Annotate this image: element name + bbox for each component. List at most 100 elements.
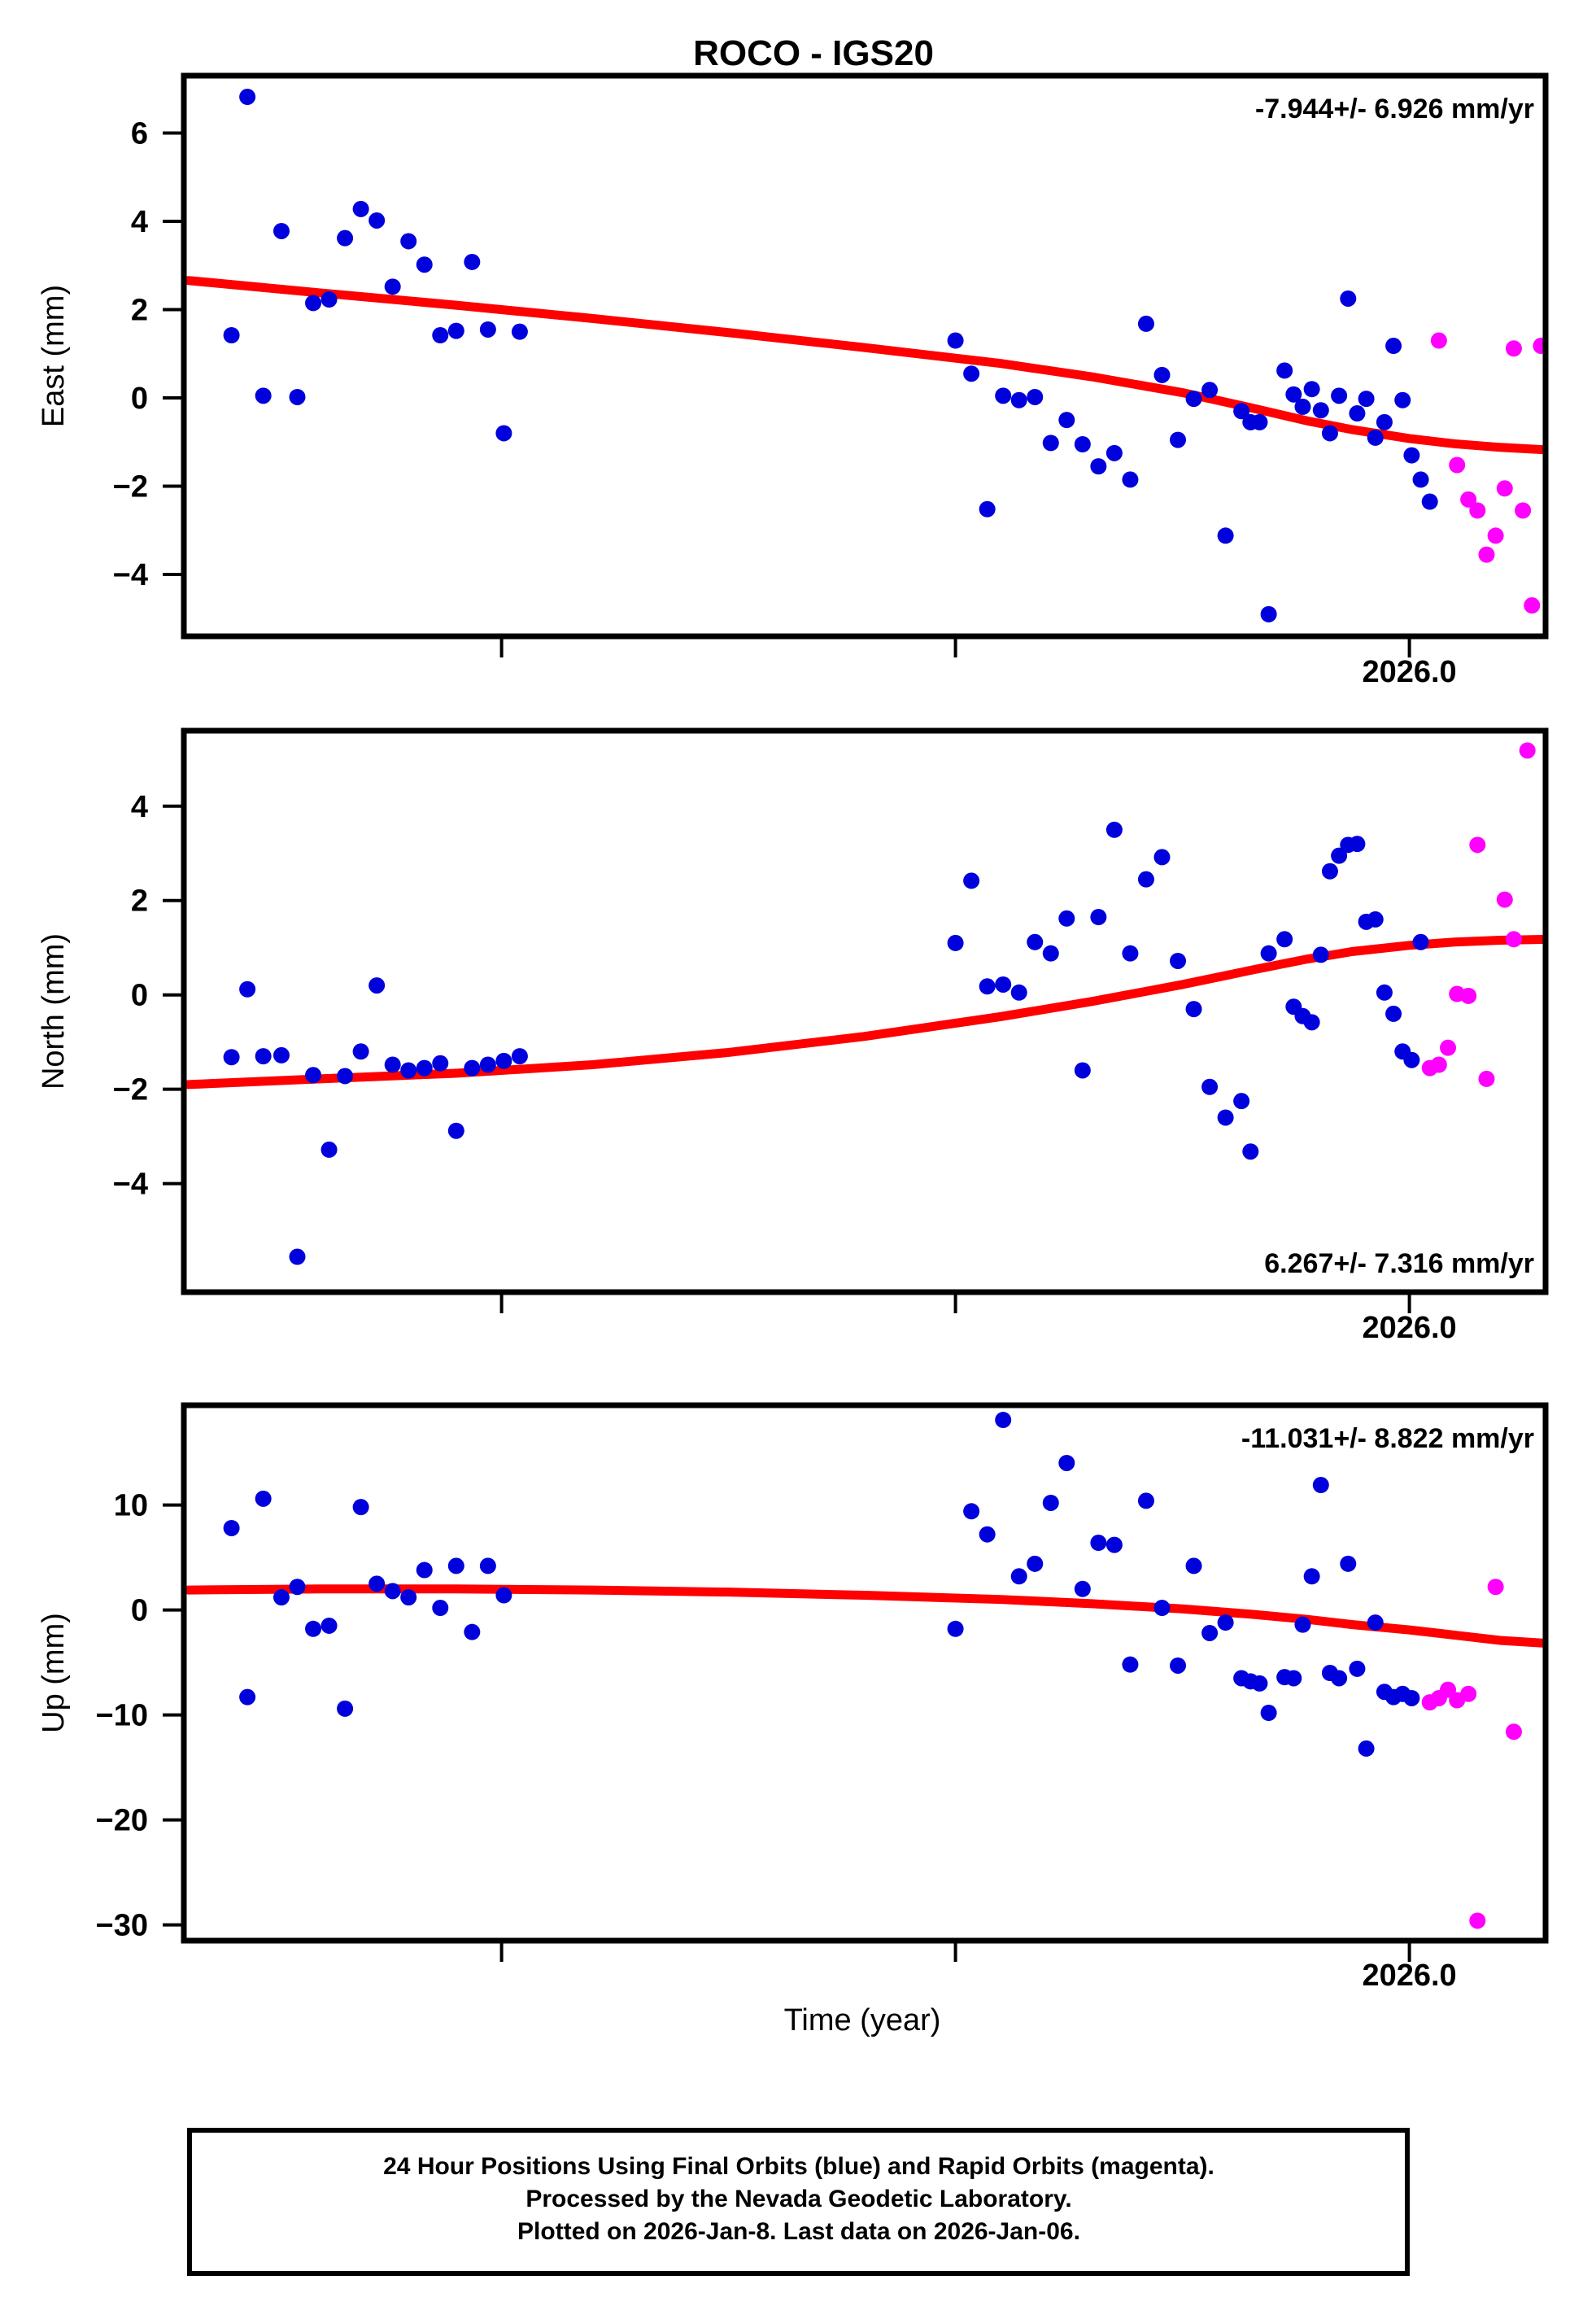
data-point [1090, 1535, 1107, 1552]
data-point [368, 1575, 386, 1592]
data-point [416, 1561, 433, 1579]
data-point [1122, 945, 1139, 962]
data-point [1496, 891, 1513, 908]
data-point [368, 977, 386, 994]
y-axis-label: East (mm) [37, 285, 71, 427]
data-point [1312, 1477, 1329, 1494]
data-point [947, 332, 964, 349]
data-point [1358, 1740, 1375, 1757]
data-point [1367, 911, 1384, 928]
data-series [223, 821, 1429, 1265]
data-point [1276, 931, 1293, 948]
data-point [1505, 1723, 1522, 1740]
panel-up: 10 0 −10 −20 −30 Up (mm) 2026.0 -11.031+/- 8.82… [37, 1402, 1549, 1993]
data-point [511, 1048, 528, 1065]
data-point [1260, 1705, 1277, 1722]
data-point [1303, 1568, 1320, 1585]
data-point [1105, 444, 1123, 461]
data-point [432, 1055, 449, 1072]
data-point [1349, 405, 1366, 422]
data-point [1027, 1555, 1044, 1572]
data-point [979, 1526, 996, 1543]
data-point [1449, 456, 1466, 474]
x-tick-label: 2026.0 [1362, 1959, 1456, 1993]
data-point [239, 1688, 256, 1705]
plot-frame [181, 72, 1549, 640]
data-point [495, 425, 512, 442]
data-point [1233, 1093, 1250, 1110]
data-point [1042, 435, 1059, 452]
data-point [1487, 1579, 1504, 1596]
data-point [1412, 471, 1429, 488]
data-point [384, 1583, 401, 1600]
data-point [384, 278, 401, 295]
data-point [963, 365, 980, 382]
y-tick-label: 2 [131, 294, 148, 328]
caption-line-3: Plotted on 2026-Jan-8. Last data on 2026… [517, 2218, 1080, 2245]
rate-annotation: -7.944+/- 6.926 mm/yr [1255, 94, 1534, 124]
plot-frame [181, 1402, 1549, 1944]
data-point [447, 1557, 464, 1574]
plot-content [186, 742, 1543, 1265]
data-point [1376, 984, 1393, 1001]
data-point [1217, 1614, 1234, 1631]
data-point [1233, 403, 1250, 420]
data-point [1478, 1070, 1495, 1087]
y-tick-label: −4 [113, 1168, 148, 1202]
data-point [255, 1490, 272, 1507]
data-point [352, 200, 369, 217]
data-point [1469, 836, 1486, 854]
data-point [273, 222, 290, 239]
data-point [289, 1248, 306, 1265]
data-point [1027, 388, 1044, 405]
data-point [1242, 1143, 1259, 1160]
data-point [1421, 493, 1438, 510]
data-point [1153, 849, 1171, 866]
data-point [947, 934, 964, 951]
data-point [464, 1059, 481, 1077]
data-point [1430, 332, 1447, 349]
data-point [305, 295, 322, 312]
data-point [1331, 847, 1348, 864]
data-point [416, 256, 433, 273]
data-point [223, 327, 240, 343]
data-point [963, 1503, 980, 1520]
data-point [447, 1122, 464, 1139]
data-series [1421, 1579, 1522, 1929]
data-point [1349, 836, 1366, 853]
trend-line [186, 1584, 1543, 1648]
data-point [1312, 402, 1329, 419]
data-point [1137, 1492, 1154, 1509]
data-point [1469, 1912, 1486, 1929]
data-point [1201, 382, 1219, 399]
caption-box: 24 Hour Positions Using Final Orbits (bl… [187, 2128, 1410, 2276]
data-point [1294, 1616, 1311, 1633]
data-point [1519, 742, 1536, 759]
data-point [1217, 1109, 1234, 1126]
data-point [1170, 431, 1187, 448]
data-point [1412, 933, 1429, 950]
data-point [337, 229, 354, 247]
y-tick-label: −20 [96, 1804, 148, 1838]
data-point [1074, 1580, 1091, 1597]
y-axis-label: North (mm) [37, 933, 71, 1090]
data-point [368, 212, 386, 229]
data-point [1487, 527, 1504, 544]
y-tick-label: −2 [113, 470, 148, 504]
data-point [1285, 386, 1302, 403]
data-point [1478, 546, 1495, 563]
data-point [1385, 338, 1402, 355]
x-tick-label: 2026.0 [1362, 1311, 1456, 1345]
data-point [239, 89, 256, 106]
data-point [947, 1620, 964, 1637]
y-tick-label: −10 [96, 1699, 148, 1733]
data-point [1276, 362, 1293, 379]
data-point [995, 1412, 1012, 1429]
data-point [352, 1043, 369, 1060]
data-point [1505, 340, 1522, 357]
data-point [337, 1700, 354, 1717]
data-point [1496, 480, 1513, 497]
data-point [1321, 863, 1338, 880]
data-series [1421, 742, 1536, 1087]
data-point [1090, 458, 1107, 475]
